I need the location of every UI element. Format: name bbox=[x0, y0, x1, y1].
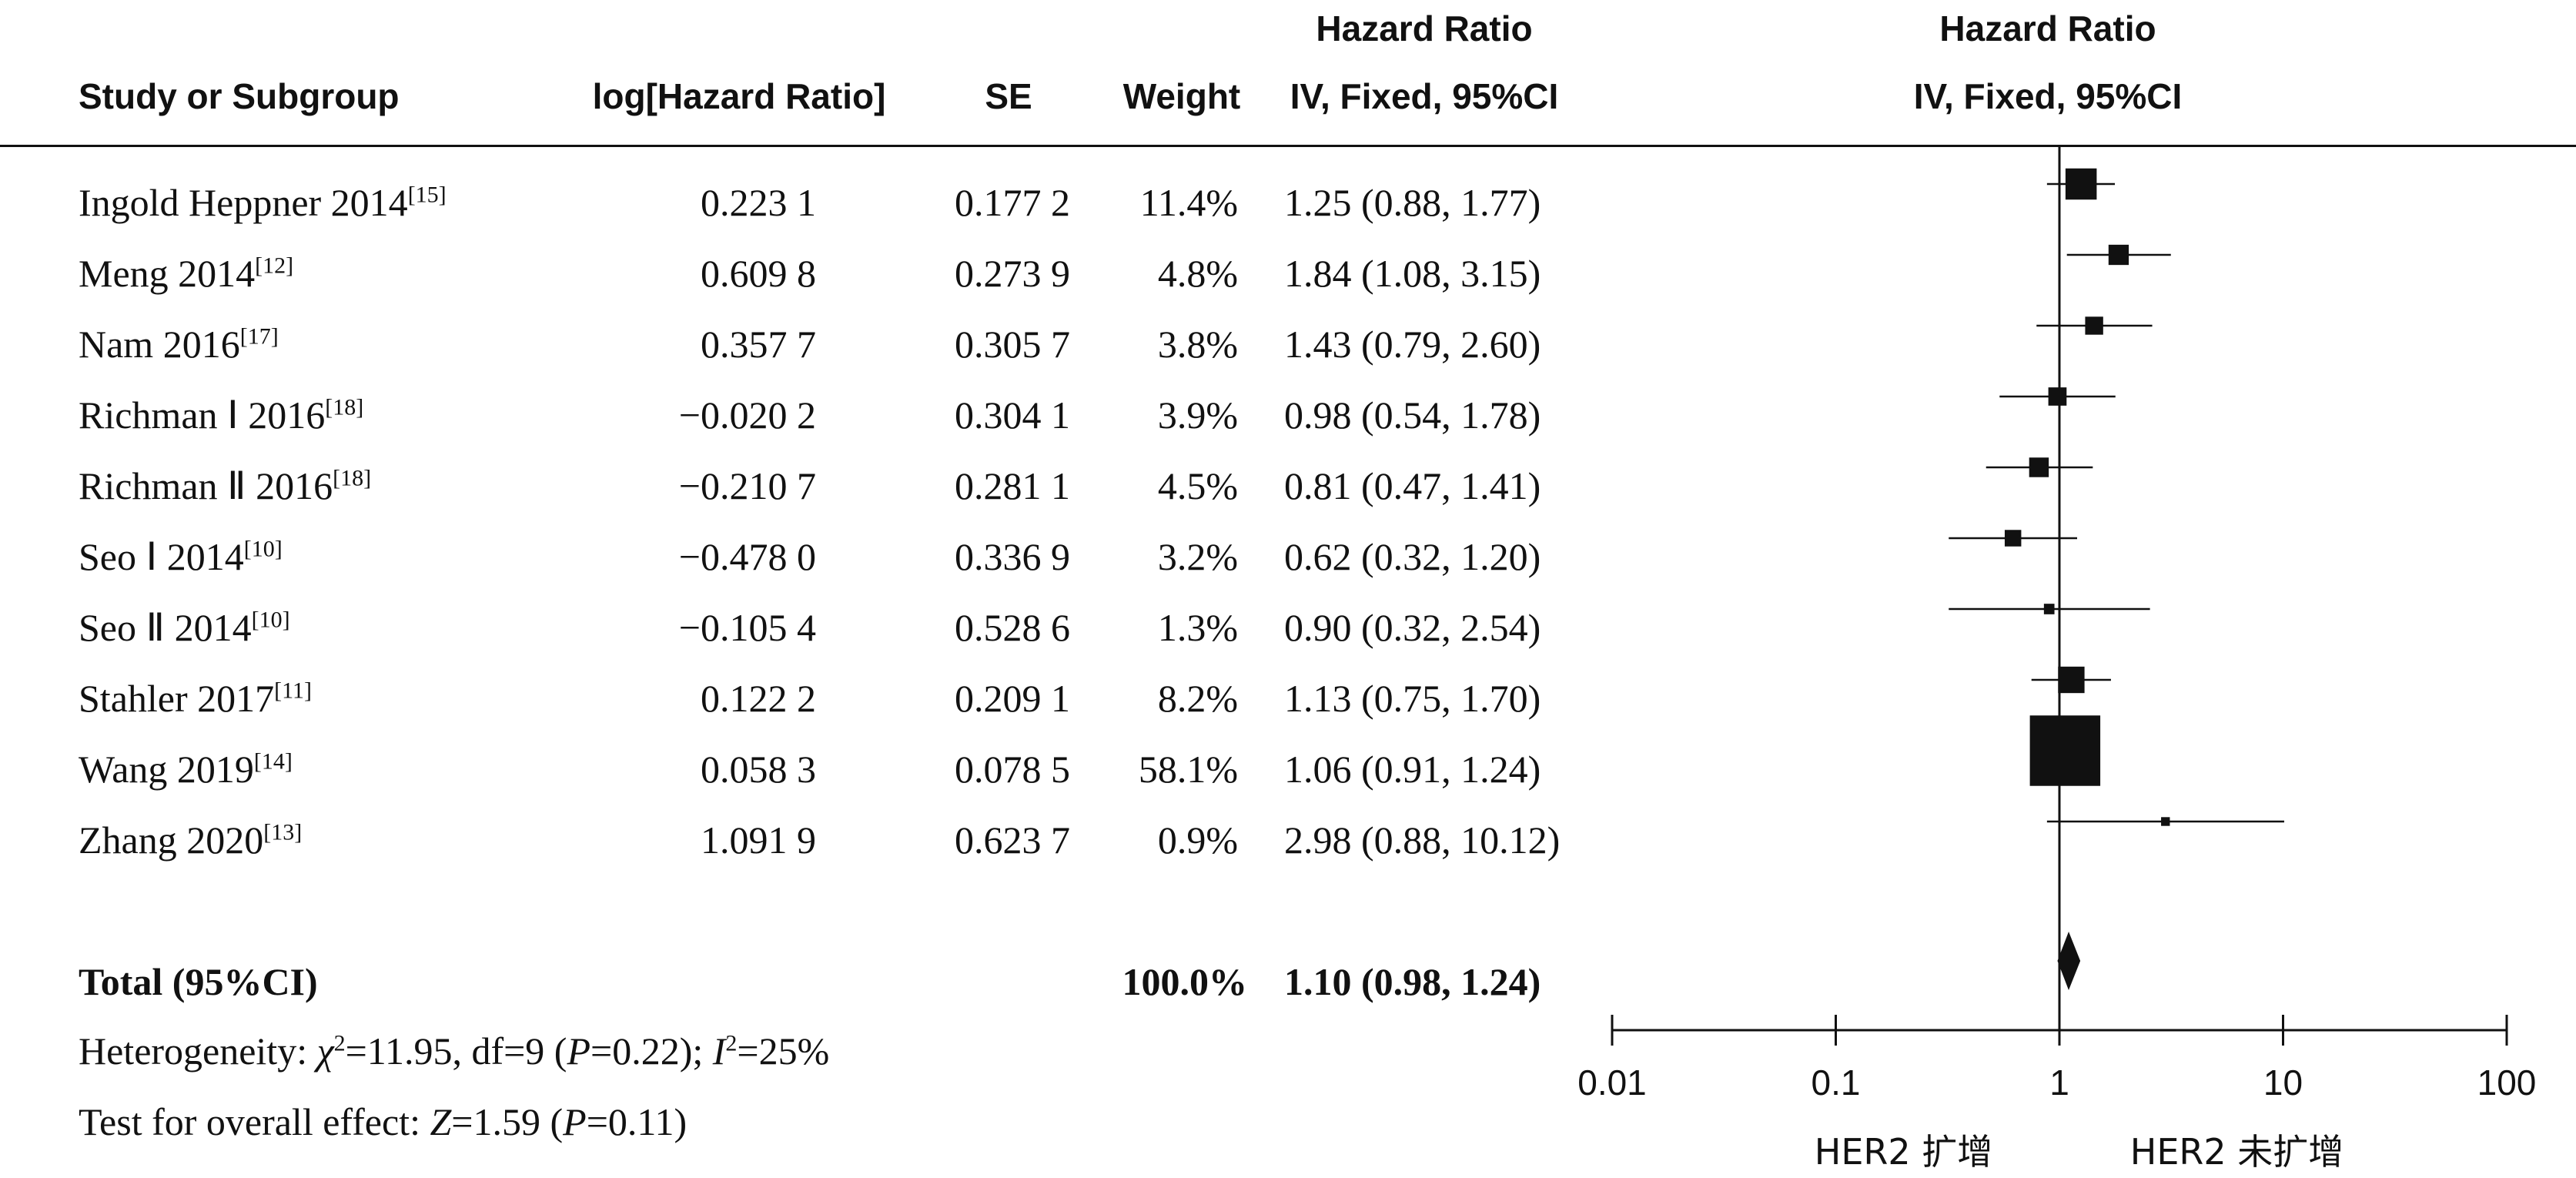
study-name: Meng 2014[12] bbox=[79, 252, 294, 295]
study-weight: 3.9% bbox=[1157, 393, 1238, 437]
study-name: Seo Ⅰ 2014[10] bbox=[79, 535, 283, 578]
study-ci: 1.84 (1.08, 3.15) bbox=[1284, 252, 1541, 295]
favours-left-label: HER2 扩增 bbox=[1815, 1131, 1993, 1173]
point-estimate bbox=[2108, 244, 2129, 266]
study-loghr: 0.223 1 bbox=[701, 181, 816, 224]
study-name: Stahler 2017[11] bbox=[79, 677, 313, 720]
study-ci: 2.98 (0.88, 10.12) bbox=[1284, 818, 1561, 862]
point-estimate bbox=[2058, 666, 2085, 694]
study-loghr: −0.020 2 bbox=[678, 393, 816, 437]
study-weight: 3.8% bbox=[1157, 323, 1238, 366]
plot-header-bottom: IV, Fixed, 95%CI bbox=[1913, 76, 2183, 116]
study-weight: 11.4% bbox=[1139, 181, 1238, 224]
study-name: Seo Ⅱ 2014[10] bbox=[79, 606, 290, 649]
header-hr-bottom: IV, Fixed, 95%CI bbox=[1290, 76, 1559, 116]
study-loghr: −0.210 7 bbox=[678, 464, 816, 507]
study-ref: [10] bbox=[251, 607, 290, 633]
study-name: Richman Ⅱ 2016[18] bbox=[79, 464, 372, 507]
study-ci: 0.90 (0.32, 2.54) bbox=[1284, 606, 1541, 649]
study-loghr: 1.091 9 bbox=[701, 818, 816, 862]
study-ci: 1.06 (0.91, 1.24) bbox=[1284, 748, 1541, 791]
study-ref: [18] bbox=[325, 394, 364, 420]
x-tick-label: 1 bbox=[2049, 1063, 2069, 1103]
point-estimate bbox=[2085, 316, 2103, 335]
study-se: 0.528 6 bbox=[955, 606, 1070, 649]
study-weight: 4.5% bbox=[1157, 464, 1238, 507]
total-ci: 1.10 (0.98, 1.24) bbox=[1284, 960, 1541, 1003]
header-rule bbox=[0, 145, 2576, 147]
heterogeneity-text: Heterogeneity: χ2=11.95, df=9 (P=0.22); … bbox=[79, 1029, 830, 1073]
point-estimate bbox=[2029, 457, 2049, 477]
header-loghr: log[Hazard Ratio] bbox=[592, 76, 886, 116]
header-weight: Weight bbox=[1122, 76, 1241, 116]
study-loghr: 0.609 8 bbox=[701, 252, 816, 295]
study-weight: 58.1% bbox=[1138, 748, 1238, 791]
study-ref: [18] bbox=[333, 465, 372, 491]
study-name: Nam 2016[17] bbox=[79, 323, 279, 366]
study-weight: 0.9% bbox=[1157, 818, 1238, 862]
x-tick-label: 10 bbox=[2263, 1063, 2303, 1103]
study-loghr: 0.122 2 bbox=[701, 677, 816, 720]
plot-header-top: Hazard Ratio bbox=[1939, 8, 2156, 49]
study-ci: 1.25 (0.88, 1.77) bbox=[1284, 181, 1541, 224]
study-name: Ingold Heppner 2014[15] bbox=[79, 181, 447, 224]
x-tick-label: 100 bbox=[2477, 1063, 2537, 1103]
study-se: 0.281 1 bbox=[955, 464, 1070, 507]
study-ci: 0.62 (0.32, 1.20) bbox=[1284, 535, 1541, 578]
header-study: Study or Subgroup bbox=[79, 76, 400, 116]
x-tick-label: 0.01 bbox=[1577, 1063, 1647, 1103]
study-se: 0.078 5 bbox=[955, 748, 1070, 791]
study-ref: [14] bbox=[253, 748, 293, 775]
study-ref: [13] bbox=[263, 819, 303, 845]
header-hr-top: Hazard Ratio bbox=[1316, 8, 1533, 49]
point-estimate bbox=[2029, 715, 2101, 786]
study-loghr: −0.105 4 bbox=[678, 606, 816, 649]
study-se: 0.273 9 bbox=[955, 252, 1070, 295]
overall-effect-text: Test for overall effect: Z=1.59 (P=0.11) bbox=[79, 1100, 687, 1143]
point-estimate bbox=[2065, 168, 2097, 200]
study-loghr: 0.357 7 bbox=[701, 323, 816, 366]
study-weight: 3.2% bbox=[1157, 535, 1238, 578]
study-se: 0.305 7 bbox=[955, 323, 1070, 366]
header-se: SE bbox=[985, 76, 1032, 116]
study-ref: [11] bbox=[274, 678, 313, 704]
study-ref: [15] bbox=[407, 182, 447, 208]
study-ci: 0.98 (0.54, 1.78) bbox=[1284, 393, 1541, 437]
study-weight: 4.8% bbox=[1157, 252, 1238, 295]
study-se: 0.336 9 bbox=[955, 535, 1070, 578]
study-name: Zhang 2020[13] bbox=[79, 818, 303, 862]
point-estimate bbox=[2043, 604, 2055, 614]
total-diamond bbox=[2057, 932, 2081, 990]
total-weight: 100.0% bbox=[1122, 960, 1248, 1003]
total-label: Total (95%CI) bbox=[79, 960, 318, 1003]
study-ci: 0.81 (0.47, 1.41) bbox=[1284, 464, 1541, 507]
favours-right-label: HER2 未扩增 bbox=[2130, 1131, 2344, 1173]
study-ref: [10] bbox=[243, 536, 283, 562]
study-weight: 1.3% bbox=[1157, 606, 1238, 649]
x-tick-label: 0.1 bbox=[1812, 1063, 1861, 1103]
study-ref: [12] bbox=[255, 253, 294, 279]
study-se: 0.623 7 bbox=[955, 818, 1070, 862]
study-ref: [17] bbox=[239, 323, 279, 350]
study-name: Wang 2019[14] bbox=[79, 748, 293, 791]
point-estimate bbox=[2048, 387, 2067, 406]
study-ci: 1.43 (0.79, 2.60) bbox=[1284, 323, 1541, 366]
study-se: 0.177 2 bbox=[955, 181, 1070, 224]
study-weight: 8.2% bbox=[1157, 677, 1238, 720]
point-estimate bbox=[2161, 817, 2170, 826]
study-ci: 1.13 (0.75, 1.70) bbox=[1284, 677, 1541, 720]
point-estimate bbox=[2004, 530, 2022, 547]
study-loghr: −0.478 0 bbox=[678, 535, 816, 578]
study-name: Richman Ⅰ 2016[18] bbox=[79, 393, 364, 437]
study-se: 0.304 1 bbox=[955, 393, 1070, 437]
study-se: 0.209 1 bbox=[955, 677, 1070, 720]
study-loghr: 0.058 3 bbox=[701, 748, 816, 791]
